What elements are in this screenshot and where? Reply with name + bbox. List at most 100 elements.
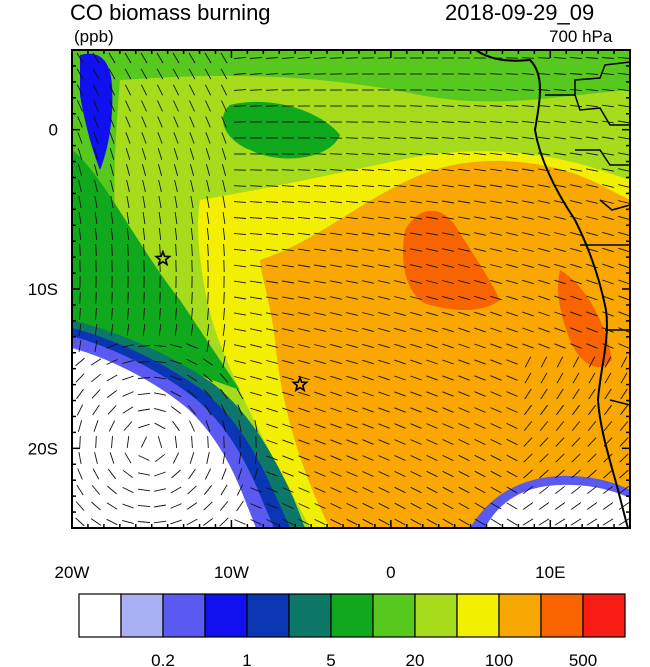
wind-vector [282, 264, 294, 268]
wind-vector [523, 421, 533, 431]
wind-vector [474, 454, 486, 462]
wind-vector [603, 437, 613, 447]
wind-vector [602, 311, 614, 317]
colorbar-box [498, 593, 542, 638]
wind-vector [604, 388, 612, 400]
wind-vector [266, 360, 278, 364]
wind-vector [109, 148, 115, 160]
wind-vector [620, 356, 628, 368]
wind-vector [92, 404, 100, 416]
wind-vector [554, 279, 566, 285]
wind-vector [204, 84, 212, 96]
wind-vector [157, 164, 163, 176]
wind-vector [77, 420, 83, 432]
wind-vector [555, 453, 565, 463]
wind-vector [458, 248, 470, 252]
wind-vector [569, 88, 583, 92]
wind-vector [95, 307, 97, 321]
wind-vector [585, 57, 599, 59]
wind-vector [174, 212, 178, 224]
wind-vector [346, 264, 358, 268]
wind-vector [314, 407, 326, 413]
wind-vector [522, 502, 534, 510]
wind-vector [137, 504, 151, 508]
wind-vector [458, 343, 470, 349]
wind-vector [76, 484, 84, 496]
wind-vector [426, 518, 438, 526]
wind-vector [156, 84, 164, 96]
wind-vector [442, 343, 454, 349]
wind-vector [474, 518, 486, 526]
wind-vector [554, 184, 566, 188]
wind-vector [506, 407, 518, 413]
wind-vector [106, 518, 118, 526]
wind-vector [505, 136, 519, 140]
wind-vector [314, 296, 326, 300]
wind-vector [474, 391, 486, 397]
wind-vector [220, 388, 228, 400]
wind-vector [329, 185, 343, 187]
wind-vector [394, 280, 406, 284]
wind-vector [108, 52, 116, 64]
wind-vector [602, 231, 614, 237]
wind-vector [362, 248, 374, 252]
wind-vector [250, 407, 262, 413]
dark-green-west [72, 150, 240, 390]
wind-vector [222, 340, 226, 352]
wind-vector [540, 356, 548, 368]
wind-vector [490, 391, 502, 397]
wind-vector [523, 469, 533, 479]
wind-vector [189, 100, 195, 112]
wind-vector [394, 518, 406, 526]
x-tick-label: 10E [535, 563, 565, 582]
wind-vector [207, 291, 209, 305]
wind-vector [190, 324, 194, 336]
wind-vector [172, 452, 180, 464]
wind-vector [265, 232, 279, 236]
wind-vector [77, 116, 83, 128]
wind-vector [236, 484, 244, 496]
wind-vector [249, 232, 263, 236]
wind-vector [490, 470, 502, 478]
wind-vector [506, 200, 518, 204]
wind-vector [362, 296, 374, 300]
wind-vector [603, 485, 613, 495]
wind-vector [186, 374, 198, 382]
wind-vector [123, 421, 133, 431]
wind-vector [426, 264, 438, 268]
wind-vector [586, 263, 598, 269]
wind-vector [250, 503, 262, 509]
wind-vector [394, 407, 406, 413]
wind-vector [157, 132, 163, 144]
wind-vector [618, 518, 630, 526]
wind-vector [234, 519, 246, 525]
wind-vector [617, 56, 630, 60]
wind-vector [234, 280, 246, 284]
wind-vector [410, 502, 422, 510]
wind-vector [554, 502, 566, 510]
wind-vector [505, 105, 519, 107]
wind-vector [345, 137, 359, 139]
wind-vector [191, 291, 193, 305]
wind-vector [298, 359, 310, 365]
wind-vector [521, 104, 535, 108]
wind-vector [191, 243, 193, 257]
wind-vector [442, 232, 454, 236]
wind-vector [233, 185, 247, 187]
wind-vector [170, 390, 182, 398]
wind-vector [233, 56, 247, 60]
wind-vector [330, 502, 342, 510]
wind-vector [538, 327, 550, 333]
wind-vector [394, 311, 406, 317]
wind-vector [190, 180, 194, 192]
wind-vector [223, 243, 225, 257]
wind-vector [619, 437, 629, 447]
wind-vector [506, 359, 518, 365]
wind-vector [143, 307, 145, 321]
wind-vector [442, 200, 454, 204]
wind-vector [346, 502, 358, 510]
wind-vector [522, 248, 534, 252]
wind-vector [602, 518, 614, 526]
wind-vector [109, 132, 115, 144]
wind-vector [313, 169, 327, 171]
